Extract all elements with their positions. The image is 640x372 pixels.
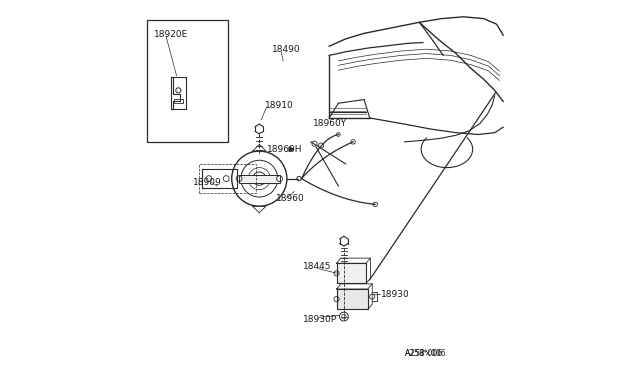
Text: 18920E: 18920E: [154, 30, 188, 39]
Text: 18960: 18960: [276, 195, 305, 203]
Text: 18909: 18909: [193, 178, 222, 187]
Bar: [337, 289, 368, 309]
Text: 18930P: 18930P: [303, 315, 337, 324]
Text: 18910: 18910: [265, 100, 294, 110]
Text: 18490: 18490: [272, 45, 301, 54]
Text: 18445: 18445: [303, 262, 332, 272]
Bar: [239, 174, 280, 183]
Bar: [337, 263, 366, 283]
Text: A258​×​006: A258​×​006: [404, 349, 445, 358]
Text: 18960H: 18960H: [267, 145, 302, 154]
Text: 18930: 18930: [381, 290, 410, 299]
Bar: [147, 20, 228, 142]
Text: A258*006: A258*006: [404, 349, 443, 358]
Bar: [174, 99, 183, 103]
Text: 18960Y: 18960Y: [313, 119, 347, 128]
